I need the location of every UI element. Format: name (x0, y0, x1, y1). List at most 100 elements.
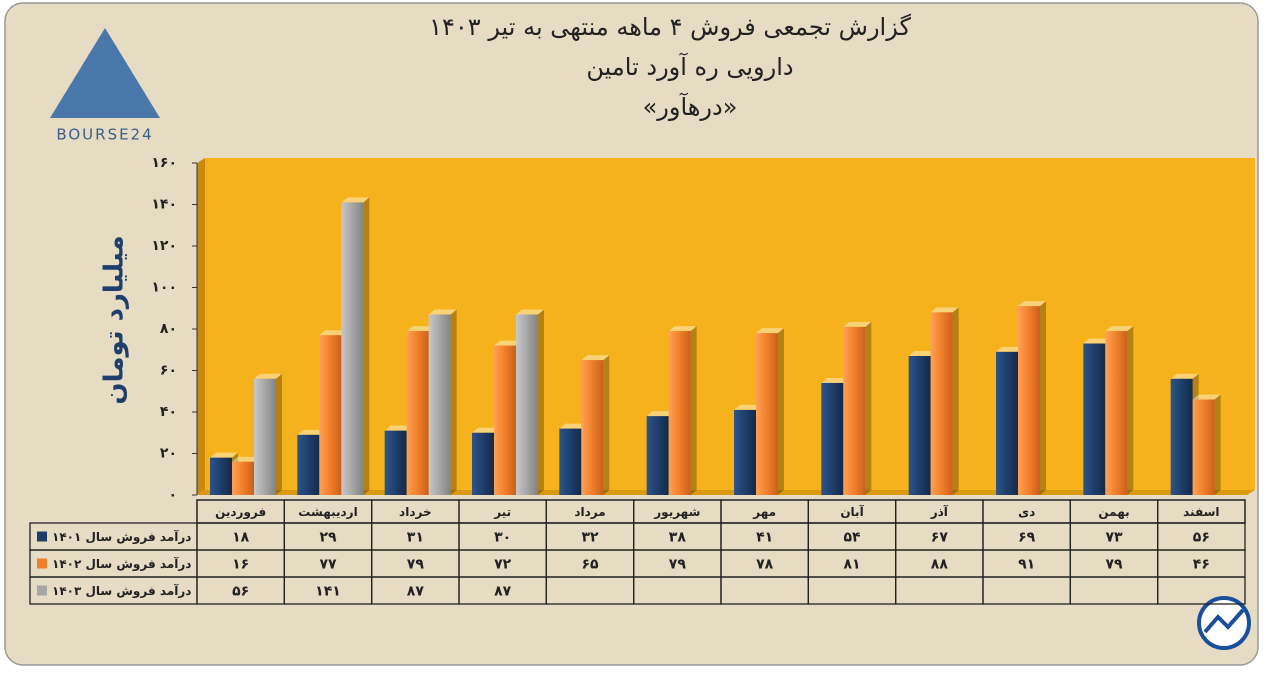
value-label: ۷۳ (1105, 530, 1123, 546)
bar-top (494, 340, 522, 346)
bar-top (821, 377, 850, 383)
bar (734, 409, 756, 495)
bar-top (406, 326, 435, 332)
bar (406, 331, 429, 495)
bar-side (538, 309, 544, 495)
bar (668, 331, 691, 495)
bar (843, 326, 866, 495)
bar-top (384, 425, 413, 431)
bar (1083, 343, 1106, 495)
legend-swatch (37, 558, 47, 569)
bar-top (254, 373, 282, 379)
value-label: ۷۹ (407, 557, 425, 573)
y-axis-label: میلیارد تومان (100, 235, 130, 404)
value-label: ۳۱ (407, 530, 424, 546)
value-label: ۶۷ (931, 530, 949, 546)
bar (516, 314, 538, 495)
bar (319, 335, 342, 495)
bar (1170, 378, 1193, 495)
bar-top (1018, 301, 1046, 307)
bar-top (908, 350, 937, 356)
value-label: ۱۸ (232, 530, 250, 546)
value-label: ۵۶ (1193, 530, 1210, 546)
value-label: ۷۹ (669, 557, 687, 573)
y-tick-label: ۲۰ (160, 446, 177, 462)
plot-wall (205, 158, 1255, 490)
x-tick-label: بهمن (1098, 505, 1129, 519)
bar-side (363, 197, 370, 496)
bar-side (952, 307, 959, 495)
bar-top (472, 427, 500, 433)
value-label: ۲۹ (319, 530, 337, 546)
bar (1018, 306, 1040, 495)
plot-floor (197, 490, 1255, 495)
bar-top (428, 309, 457, 315)
y-tick-label: ۴۰ (160, 404, 177, 420)
bar (581, 360, 604, 495)
x-tick-label: اسفند (1183, 505, 1219, 519)
bar (428, 314, 451, 495)
value-label: ۵۴ (843, 530, 861, 546)
bar-top (559, 423, 588, 429)
bar-top (232, 456, 260, 462)
x-tick-label: دی (1018, 505, 1035, 519)
x-tick-label: فروردین (215, 505, 266, 520)
bar-side (865, 321, 872, 495)
brand: BOURSE24 (56, 126, 153, 144)
badge-arrow (1203, 608, 1245, 634)
bar (494, 345, 516, 495)
bar (996, 351, 1018, 495)
bar-side (778, 328, 784, 495)
bar (1105, 331, 1128, 495)
bar-top (210, 452, 238, 458)
bar-top (1105, 326, 1134, 332)
value-label: ۳۸ (669, 530, 687, 546)
bar-top (341, 197, 370, 203)
bar-top (930, 307, 959, 313)
bar (341, 202, 364, 496)
bar-side (690, 326, 697, 495)
x-tick-label: مهر (752, 505, 776, 519)
table-cell (1157, 576, 1246, 605)
value-label: ۸۸ (931, 557, 949, 573)
bar (254, 378, 276, 495)
y-tick-label: ۱۶۰ (151, 155, 177, 171)
bar (210, 457, 232, 495)
chart-title: گزارش تجمعی فروش ۴ ماهه منتهی به تیر ۱۴۰… (429, 13, 911, 41)
bar-top (668, 326, 697, 332)
value-label: ۶۹ (1018, 530, 1036, 546)
value-label: ۸۱ (843, 557, 860, 573)
value-label: ۶۵ (581, 557, 599, 573)
value-label: ۷۹ (1105, 557, 1123, 573)
legend-swatch (37, 585, 47, 596)
x-tick-label: شهریور (653, 505, 700, 520)
x-tick-label: مرداد (574, 505, 605, 519)
bar-top (516, 309, 544, 315)
bar-top (1192, 394, 1221, 400)
logo-mark (50, 28, 160, 118)
value-label: ۷۲ (494, 557, 512, 573)
y-tick-label: ۱۲۰ (151, 238, 177, 254)
symbol: «درهآور» (643, 92, 738, 121)
bar (756, 333, 778, 495)
bar-side (450, 309, 457, 495)
x-tick-label: اردیبهشت (298, 505, 357, 519)
bar (232, 461, 254, 495)
x-tick-label: آذر (930, 504, 949, 519)
bar-side (1214, 394, 1221, 495)
value-label: ۱۶ (232, 557, 249, 573)
bar-top (646, 411, 675, 417)
value-label: ۸۷ (407, 584, 425, 600)
y-tick-label: ۸۰ (160, 321, 177, 337)
bar (384, 430, 407, 495)
bar-top (843, 321, 872, 327)
value-label: ۱۴۱ (315, 584, 341, 600)
legend-label: درآمد فروش سال ۱۴۰۱ (52, 529, 191, 545)
bar (821, 382, 844, 495)
value-label: ۳۲ (581, 530, 599, 546)
legend-swatch (37, 531, 47, 542)
value-label: ۸۷ (494, 584, 512, 600)
value-label: ۷۷ (319, 557, 337, 573)
bar-side (603, 355, 610, 495)
y-tick-label: ۱۴۰ (151, 197, 177, 213)
